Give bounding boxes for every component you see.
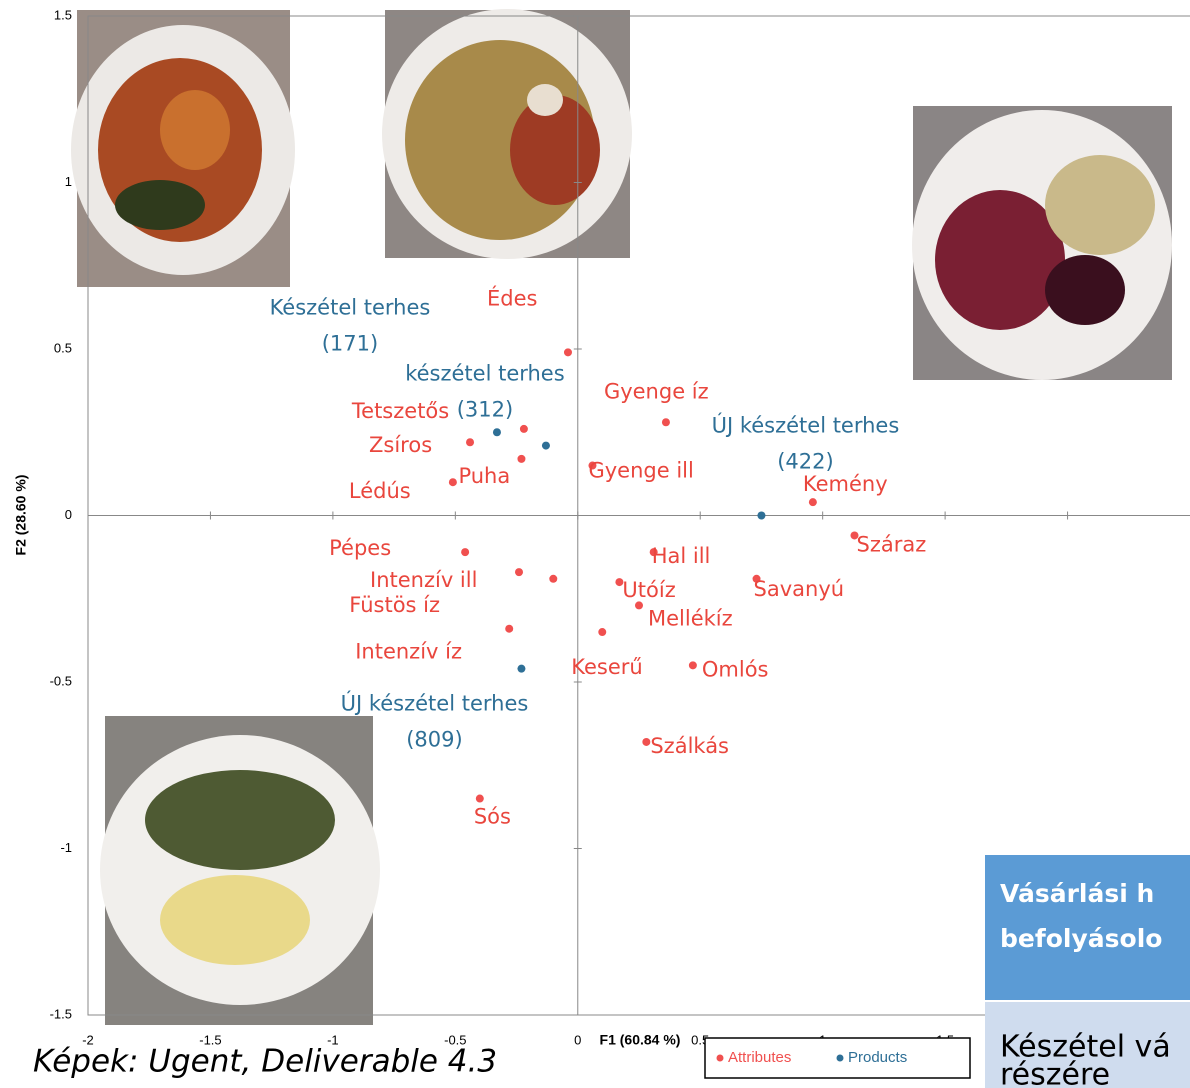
photo-312 <box>382 9 632 259</box>
point <box>635 601 643 609</box>
point-label: Sós <box>474 805 511 829</box>
point <box>517 665 525 673</box>
point-label: Készétel terhes <box>270 295 431 319</box>
point-label: Utóíz <box>622 578 675 602</box>
point <box>520 425 528 433</box>
point-label: ÚJ készétel terhes <box>712 413 900 438</box>
point <box>689 661 697 669</box>
point-label: Pépes <box>329 536 391 560</box>
y-tick-label: 1 <box>65 174 72 189</box>
point-label: Keserű <box>571 655 642 679</box>
point-label: Zsíros <box>369 433 432 457</box>
chart: -2-1.5-1-0.500.511.52-1.5-1-0.500.511.5É… <box>0 0 1190 1088</box>
point-label: (809) <box>406 728 462 752</box>
panel-body-text: részére <box>1000 1058 1110 1088</box>
x-tick-label: 0 <box>574 1032 581 1047</box>
point-label: Tetszetős <box>351 399 449 423</box>
y-tick-label: -1.5 <box>50 1006 72 1021</box>
point-label: Mellékíz <box>648 606 733 630</box>
caption: Képek: Ugent, Deliverable 4.3 <box>33 1044 497 1080</box>
point-label: (422) <box>777 450 833 474</box>
point <box>466 438 474 446</box>
point <box>809 498 817 506</box>
point-label: Omlós <box>702 657 769 681</box>
point-label: Szálkás <box>650 734 729 758</box>
y-tick-label: -0.5 <box>50 673 72 688</box>
y-tick-label: 1.5 <box>54 7 72 22</box>
legend-label: Products <box>848 1049 907 1066</box>
photo-171 <box>71 10 295 287</box>
point-label: készétel terhes <box>405 362 564 386</box>
legend-label: Attributes <box>728 1049 791 1066</box>
point-label: Füstös íz <box>349 593 440 617</box>
point <box>461 548 469 556</box>
point <box>549 575 557 583</box>
legend-marker <box>837 1055 844 1062</box>
point <box>449 478 457 486</box>
point <box>542 442 550 450</box>
y-axis-title: F2 (28.60 %) <box>13 475 29 556</box>
point-label: Gyenge íz <box>604 379 709 403</box>
point-label: Lédús <box>349 479 411 503</box>
point-label: Intenzív ill <box>370 568 477 592</box>
point-label: Száraz <box>857 532 927 556</box>
point-label: Intenzív íz <box>355 640 462 664</box>
point-label: (171) <box>322 331 378 355</box>
point-label: Hal ill <box>652 544 711 568</box>
point-label: Édes <box>487 285 537 310</box>
point-label: Savanyú <box>754 577 845 601</box>
point <box>515 568 523 576</box>
point-label: Puha <box>458 464 510 488</box>
point <box>757 512 765 520</box>
x-axis-title: F1 (60.84 %) <box>600 1032 681 1048</box>
point <box>493 428 501 436</box>
photo-422 <box>912 106 1172 380</box>
point <box>505 625 513 633</box>
point <box>476 795 484 803</box>
legend-marker <box>717 1055 724 1062</box>
y-tick-label: 0 <box>65 507 72 522</box>
point-label: (312) <box>457 398 513 422</box>
point-label: Gyenge ill <box>588 459 693 483</box>
panel-header-text: befolyásolo <box>1000 924 1162 953</box>
point <box>564 348 572 356</box>
y-tick-label: 0.5 <box>54 340 72 355</box>
point <box>517 455 525 463</box>
point <box>598 628 606 636</box>
y-tick-label: -1 <box>60 840 72 855</box>
point-label: Kemény <box>803 472 888 496</box>
point-label: ÚJ készétel terhes <box>341 691 529 716</box>
panel-header-text: Vásárlási h <box>1000 879 1154 908</box>
point <box>642 738 650 746</box>
point <box>662 418 670 426</box>
photo-809 <box>100 716 380 1025</box>
